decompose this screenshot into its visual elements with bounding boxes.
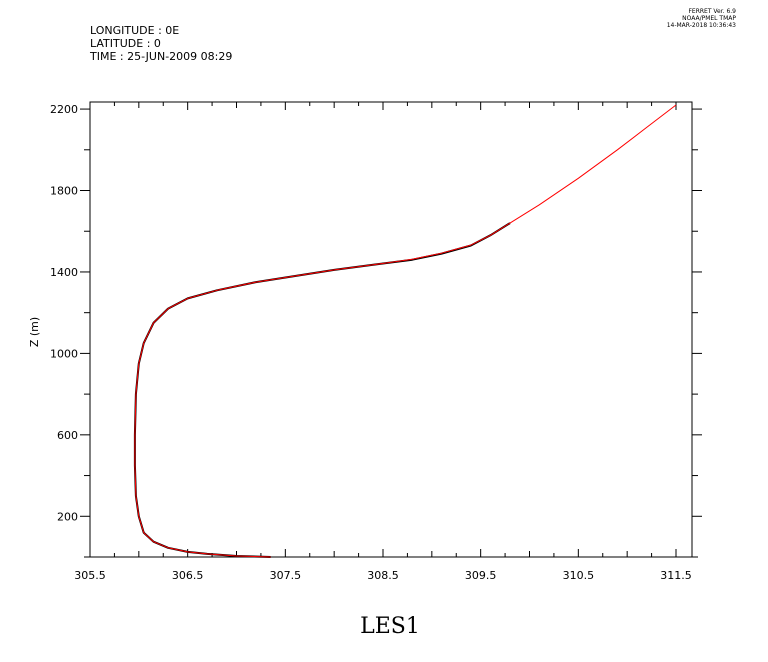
x-tick-label: 305.5: [74, 569, 106, 582]
y-axis: 200 600 1000 1400 1800 2200: [50, 103, 702, 558]
stamp-org: NOAA/PMEL TMAP: [682, 15, 736, 22]
y-tick-label: 200: [57, 510, 78, 523]
x-axis: 305.5 306.5 307.5 308.5 309.5 310.5 311.5: [74, 102, 692, 582]
x-tick-label: 309.5: [465, 569, 497, 582]
series-layer: [133, 104, 677, 558]
x-tick-label: 310.5: [563, 569, 595, 582]
y-tick-label: 1800: [50, 185, 78, 198]
ferret-stamp: FERRET Ver. 6.9 NOAA/PMEL TMAP 14-MAR-20…: [667, 8, 736, 29]
series-line-2: [134, 104, 677, 558]
x-tick-label: 308.5: [367, 569, 399, 582]
y-tick-label: 1400: [50, 266, 78, 279]
time-label: TIME : 25-JUN-2009 08:29: [90, 50, 233, 63]
x-tick-label: 311.5: [660, 569, 692, 582]
latitude-label: LATITUDE : 0: [90, 37, 161, 50]
longitude-label: LONGITUDE : 0E: [90, 24, 180, 37]
x-tick-label: 306.5: [172, 569, 204, 582]
stamp-date: 14-MAR-2018 10:36:43: [666, 22, 736, 29]
y-axis-label: Z (m): [28, 317, 41, 347]
y-tick-label: 1000: [50, 347, 78, 360]
chart-title: LES1: [360, 614, 420, 639]
y-tick-label: 2200: [50, 103, 78, 116]
plot-frame: [89, 101, 693, 558]
x-tick-label: 307.5: [270, 569, 302, 582]
y-tick-label: 600: [57, 429, 78, 442]
series-line-1: [133, 222, 511, 558]
chart-plot: 305.5 306.5 307.5 308.5 309.5 310.5 311.5 200 6…: [28, 101, 702, 582]
stamp-version: FERRET Ver. 6.9: [688, 8, 736, 15]
